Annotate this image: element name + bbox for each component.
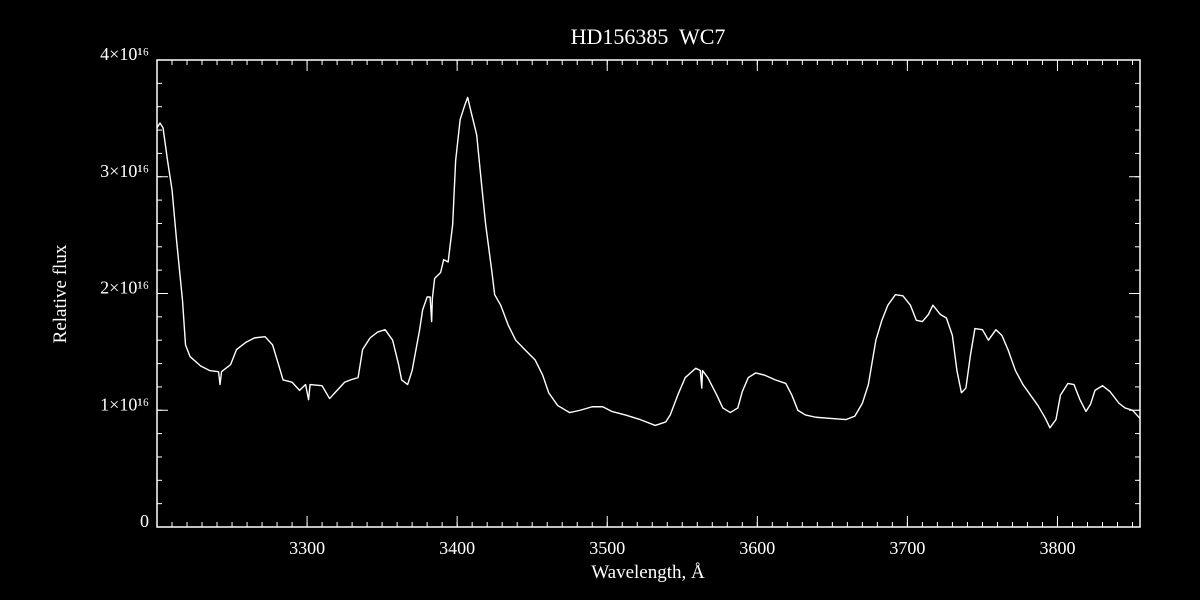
y-tick-label: 1×10¹⁶ [100, 394, 149, 414]
spectrum-line [156, 96, 1141, 429]
y-tick-label: 2×10¹⁶ [100, 278, 149, 298]
y-tick-label: 0 [140, 511, 149, 531]
x-tick-label: 3500 [589, 538, 625, 558]
y-axis-label: Relative flux [50, 244, 71, 343]
x-axis-label: Wavelength, Å [591, 562, 705, 583]
x-tick-label: 3600 [739, 538, 775, 558]
x-tick-label: 3300 [289, 538, 325, 558]
y-tick-label: 3×10¹⁶ [100, 161, 149, 181]
chart-title: HD156385 WC7 [571, 24, 726, 49]
y-tick-label: 4×10¹⁶ [100, 44, 149, 64]
x-tick-label: 3400 [439, 538, 475, 558]
x-tick-label: 3700 [889, 538, 925, 558]
x-tick-label: 3800 [1039, 538, 1075, 558]
